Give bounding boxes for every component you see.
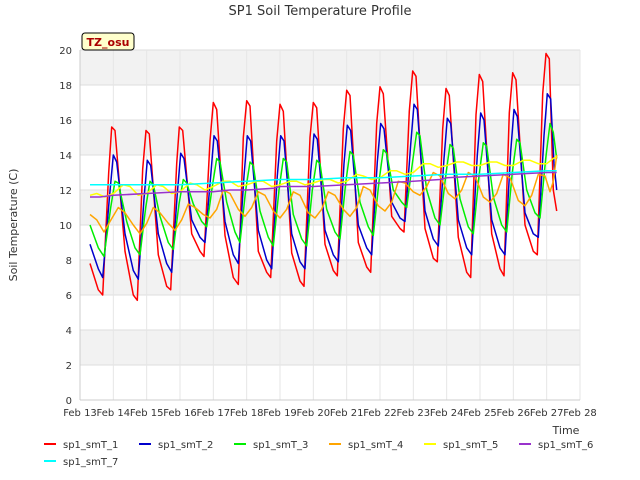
- legend-item-sp1_smT_4: sp1_smT_4: [329, 440, 403, 451]
- legend-item-sp1_smT_5: sp1_smT_5: [424, 440, 498, 451]
- y-tick-label: 18: [59, 81, 72, 92]
- legend-label: sp1_smT_2: [158, 440, 213, 451]
- x-tick-label: Feb 21: [330, 408, 364, 419]
- plot-band: [80, 120, 580, 155]
- site-label-box: TZ_osu: [81, 32, 135, 51]
- legend-label: sp1_smT_4: [348, 440, 403, 451]
- y-tick-label: 6: [66, 291, 72, 302]
- legend-item-sp1_smT_1: sp1_smT_1: [44, 440, 118, 451]
- legend-label: sp1_smT_1: [63, 440, 118, 451]
- legend-label: sp1_smT_5: [443, 440, 498, 451]
- x-tick-label: Feb 16: [163, 408, 197, 419]
- x-tick-label: Feb 14: [97, 408, 131, 419]
- legend-item-sp1_smT_3: sp1_smT_3: [234, 440, 308, 451]
- x-tick-label: Feb 27: [530, 408, 564, 419]
- legend-label: sp1_smT_6: [538, 440, 593, 451]
- x-tick-label: Feb 28: [563, 408, 597, 419]
- y-tick-label: 20: [59, 46, 72, 57]
- axes: [79, 50, 580, 401]
- x-axis-label: Time: [552, 424, 580, 437]
- x-tick-label: Feb 15: [130, 408, 164, 419]
- y-tick-label: 8: [66, 256, 72, 267]
- x-tick-label: Feb 13: [63, 408, 97, 419]
- x-tick-label: Feb 20: [297, 408, 331, 419]
- legend-item-sp1_smT_7: sp1_smT_7: [44, 457, 118, 468]
- x-tick-label: Feb 24: [430, 408, 464, 419]
- plot-band: [80, 50, 580, 85]
- plot-band: [80, 330, 580, 365]
- legend-label: sp1_smT_7: [63, 457, 118, 468]
- y-tick-label: 0: [66, 396, 72, 407]
- x-tick-label: Feb 23: [397, 408, 431, 419]
- legend-item-sp1_smT_6: sp1_smT_6: [519, 440, 593, 451]
- x-tick-label: Feb 19: [263, 408, 297, 419]
- legend-item-sp1_smT_2: sp1_smT_2: [139, 440, 213, 451]
- series-line-sp1_smT_2: [89, 93, 558, 281]
- series-line-sp1_smT_3: [89, 122, 558, 258]
- gridlines: [79, 49, 581, 401]
- legend-label: sp1_smT_3: [253, 440, 308, 451]
- x-tick-label: Feb 17: [197, 408, 231, 419]
- y-tick-label: 2: [66, 361, 72, 372]
- chart-title: SP1 Soil Temperature Profile: [229, 4, 412, 19]
- y-tick-label: 10: [59, 221, 72, 232]
- site-label: TZ_osu: [87, 36, 130, 49]
- legend: sp1_smT_1 sp1_smT_2 sp1_smT_3 sp1_smT_4 sp1_…: [44, 440, 593, 468]
- x-tick-label: Feb 26: [497, 408, 531, 419]
- series-line-sp1_smT_7: [90, 170, 557, 186]
- series-line-sp1_smT_4: [89, 154, 558, 235]
- x-tick-label: Feb 18: [230, 408, 264, 419]
- plot-band: [80, 260, 580, 295]
- y-tick-label: 16: [59, 116, 72, 127]
- x-tick-label: Feb 25: [463, 408, 497, 419]
- y-tick-label: 12: [59, 186, 72, 197]
- y-tick-label: 4: [66, 326, 72, 337]
- series-line-sp1_smT_6: [90, 171, 557, 198]
- y-tick-label: 14: [59, 151, 72, 162]
- series-lines: [89, 52, 558, 302]
- y-axis-label: Soil Temperature (C): [7, 169, 20, 282]
- x-tick-label: Feb 22: [363, 408, 397, 419]
